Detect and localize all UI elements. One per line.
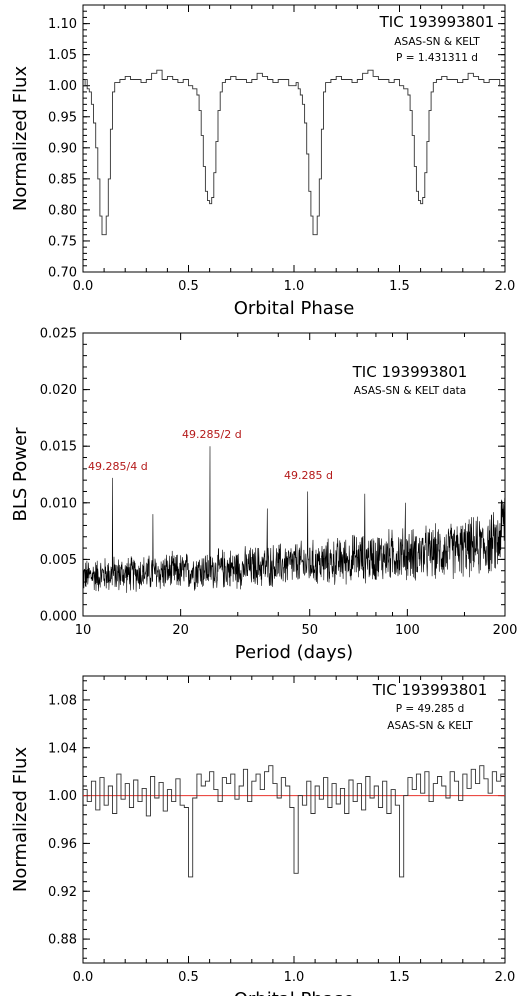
y-tick-label: 0.010: [40, 496, 77, 511]
x-axis-label: Orbital Phase: [234, 298, 355, 319]
x-tick-label: 20: [172, 623, 189, 638]
series-line-1: [83, 69, 505, 236]
x-tick-label: 200: [493, 623, 518, 638]
y-tick-label: 1.00: [48, 79, 77, 94]
y-axis-label: BLS Power: [10, 427, 31, 522]
y-tick-label: 0.000: [40, 610, 77, 625]
annotation-title: TIC 193993801: [352, 363, 468, 381]
y-tick-label: 0.005: [40, 553, 77, 568]
chart-panel-3: 0.0 0.5 1.0 1.5 2.0 0.88 0.92 0.96 1.00 1.04 1.08 O…: [10, 675, 516, 996]
y-tick-label: 0.80: [48, 203, 77, 218]
y-axis-label: Normalized Flux: [10, 747, 31, 893]
peak-label: 49.285/4 d: [88, 460, 148, 473]
series-line-1: [83, 446, 505, 593]
x-tick-label: 1.5: [389, 279, 410, 294]
plot-frame: [82, 332, 506, 617]
y-tick-label: 1.08: [48, 693, 77, 708]
series-line-1: [83, 765, 505, 878]
y-tick-label: 0.70: [48, 266, 77, 281]
peak-label: 49.285/2 d: [182, 428, 242, 441]
y-tick-label: 0.88: [48, 933, 77, 948]
x-axis-label: Period (days): [235, 642, 353, 663]
x-tick-label: 0.0: [73, 970, 94, 985]
y-tick-label: 0.90: [48, 141, 77, 156]
y-tick-label: 0.75: [48, 234, 77, 249]
annotation-line: ASAS-SN & KELT data: [354, 385, 466, 397]
x-tick-label: 1.5: [389, 970, 410, 985]
annotation-title: TIC 193993801: [379, 13, 495, 31]
y-tick-label: 1.10: [48, 17, 77, 32]
y-tick-label: 0.92: [48, 885, 77, 900]
annotation-line: P = 1.431311 d: [396, 52, 478, 64]
peak-label: 49.285 d: [284, 469, 333, 482]
x-tick-label: 0.5: [178, 970, 199, 985]
y-tick-label: 0.020: [40, 383, 77, 398]
y-tick-label: 0.015: [40, 440, 77, 455]
y-tick-label: 0.85: [48, 172, 77, 187]
y-axis-label: Normalized Flux: [10, 66, 31, 212]
chart-panel-1: 0.0 0.5 1.0 1.5 2.0 0.70 0.75 0.80 0.85 0.90 0.95 1…: [10, 4, 516, 319]
x-tick-label: 1.0: [284, 279, 305, 294]
x-axis-label: Orbital Phase: [234, 989, 355, 996]
x-tick-label: 10: [75, 623, 92, 638]
x-tick-label: 1.0: [284, 970, 305, 985]
x-tick-label: 2.0: [495, 970, 516, 985]
y-tick-label: 1.04: [48, 741, 77, 756]
x-tick-label: 2.0: [495, 279, 516, 294]
y-tick-label: 0.95: [48, 110, 77, 125]
x-tick-label: 100: [395, 623, 420, 638]
annotation-line: P = 49.285 d: [396, 703, 465, 715]
annotation-title: TIC 193993801: [372, 681, 488, 699]
x-tick-label: 50: [301, 623, 318, 638]
chart-panel-2: 10 20 50 100 200 0.000 0.005 0.010 0.015 0.020 0.0…: [10, 327, 517, 664]
annotation-line: ASAS-SN & KELT: [394, 36, 480, 48]
y-tick-label: 0.025: [40, 327, 77, 342]
y-tick-label: 1.05: [48, 48, 77, 63]
x-tick-label: 0.0: [73, 279, 94, 294]
annotation-line: ASAS-SN & KELT: [387, 720, 473, 732]
x-tick-label: 0.5: [178, 279, 199, 294]
y-tick-label: 1.00: [48, 789, 77, 804]
y-tick-label: 0.96: [48, 837, 77, 852]
